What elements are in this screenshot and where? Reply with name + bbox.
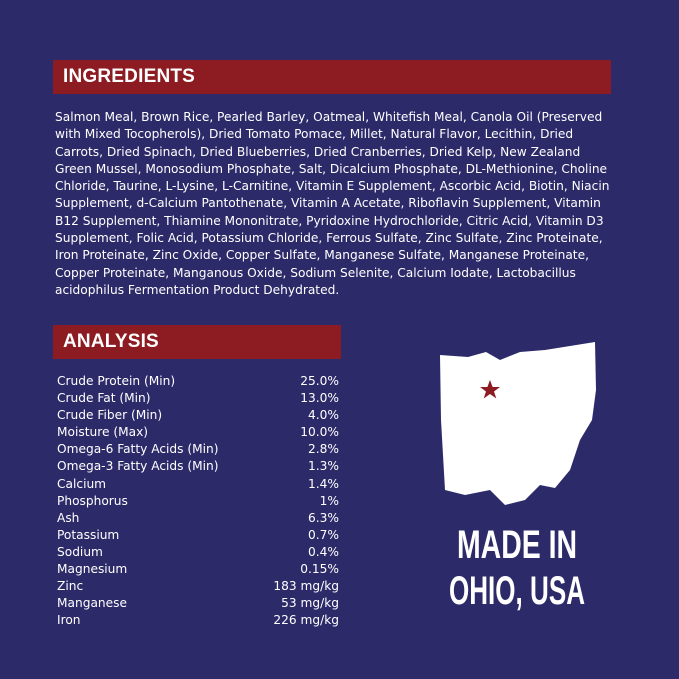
nutrient-value: 0.7% — [308, 527, 339, 542]
ingredients-line: B12 Supplement, Thiamine Mononitrate, Py… — [55, 213, 604, 228]
nutrient-value: 25.0% — [300, 374, 339, 388]
nutrient-name: Moisture (Max) — [57, 425, 149, 440]
analysis-row: Omega-3 Fatty Acids (Min) 1.3% — [57, 458, 339, 475]
analysis-row: Phosphorus 1% — [57, 493, 339, 510]
nutrient-value: 6.3% — [308, 510, 339, 525]
nutrient-value: 226 mg/kg — [273, 613, 339, 628]
ingredients-line: Copper Proteinate, Manganous Oxide, Sodi… — [55, 265, 576, 280]
nutrient-name: Crude Fiber (Min) — [57, 408, 163, 423]
ingredients-line: Iron Proteinate, Zinc Oxide, Copper Sulf… — [55, 248, 589, 263]
nutrient-value: 183 mg/kg — [273, 579, 339, 594]
nutrient-value: 13.0% — [300, 391, 339, 406]
ingredients-line: acidophilus Fermentation Product Dehydra… — [55, 282, 340, 297]
analysis-row: Omega-6 Fatty Acids (Min) 2.8% — [57, 441, 339, 458]
made-in-ohio: MADE IN OHIO, USA — [440, 342, 596, 613]
ingredients-line: with Mixed Tocopherols), Dried Tomato Po… — [55, 127, 574, 142]
ohio-map — [440, 342, 596, 505]
analysis-row: Ash 6.3% — [57, 510, 339, 527]
nutrient-name: Crude Protein (Min) — [57, 374, 176, 388]
analysis-row: Iron 226 mg/kg — [57, 612, 339, 629]
nutrient-value: 10.0% — [300, 425, 339, 440]
nutrient-name: Calcium — [57, 476, 107, 491]
nutrient-value: 53 mg/kg — [281, 596, 339, 611]
ingredients-header: INGREDIENTS — [53, 60, 611, 94]
ingredients-line: Supplement, Folic Acid, Potassium Chlori… — [55, 231, 603, 246]
nutrient-name: Manganese — [57, 596, 127, 611]
nutrient-value: 0.15% — [300, 562, 339, 577]
badge-line-2: OHIO, USA — [449, 569, 585, 613]
analysis-row: Crude Protein (Min) 25.0% — [57, 373, 339, 390]
nutrient-name: Crude Fat (Min) — [57, 391, 151, 406]
star — [480, 380, 500, 399]
nutrient-name: Magnesium — [57, 562, 128, 577]
nutrient-name: Phosphorus — [57, 493, 128, 508]
ingredients-line: Salmon Meal, Brown Rice, Pearled Barley,… — [55, 110, 603, 124]
analysis-row: Crude Fat (Min) 13.0% — [57, 390, 339, 407]
nutrient-name: Sodium — [57, 544, 103, 559]
analysis-row: Crude Fiber (Min) 4.0% — [57, 407, 339, 424]
nutrient-name: Omega-3 Fatty Acids (Min) — [57, 459, 219, 474]
ingredients-line: Green Mussel, Monosodium Phosphate, Salt… — [55, 161, 608, 176]
nutrient-name: Iron — [57, 613, 81, 628]
ingredients-line: Chloride, Taurine, L-Lysine, L-Carnitine… — [55, 179, 610, 194]
nutrient-name: Potassium — [57, 527, 120, 542]
nutrient-name: Ash — [57, 510, 80, 525]
nutrient-value: 4.0% — [308, 408, 339, 423]
analysis-row: Manganese 53 mg/kg — [57, 595, 339, 612]
nutrient-value: 1.4% — [308, 476, 339, 491]
nutrient-value: 1% — [319, 493, 339, 508]
nutrient-value: 2.8% — [308, 442, 339, 457]
analysis-row: Moisture (Max) 10.0% — [57, 424, 339, 441]
analysis-row: Calcium 1.4% — [57, 476, 339, 493]
analysis-row: Sodium 0.4% — [57, 544, 339, 561]
analysis-header: ANALYSIS — [53, 325, 341, 359]
ingredients-line: Supplement, d-Calcium Pantothenate, Vita… — [55, 196, 601, 211]
analysis-row: Magnesium 0.15% — [57, 561, 339, 578]
nutrient-value: 0.4% — [308, 544, 339, 559]
analysis-row: Zinc 183 mg/kg — [57, 578, 339, 595]
analysis-row: Potassium 0.7% — [57, 527, 339, 544]
nutrient-name: Zinc — [57, 579, 84, 594]
nutrient-value: 1.3% — [308, 459, 339, 474]
analysis-table: Crude Protein (Min) 25.0% Crude Fat (Min) 1… — [57, 373, 339, 629]
nutrient-name: Omega-6 Fatty Acids (Min) — [57, 442, 219, 457]
ingredients-text: Salmon Meal, Brown Rice, Pearled Barley,… — [55, 109, 625, 299]
badge-line-1: MADE IN — [457, 523, 577, 567]
ingredients-line: Carrots, Dried Spinach, Dried Blueberrie… — [55, 144, 581, 159]
